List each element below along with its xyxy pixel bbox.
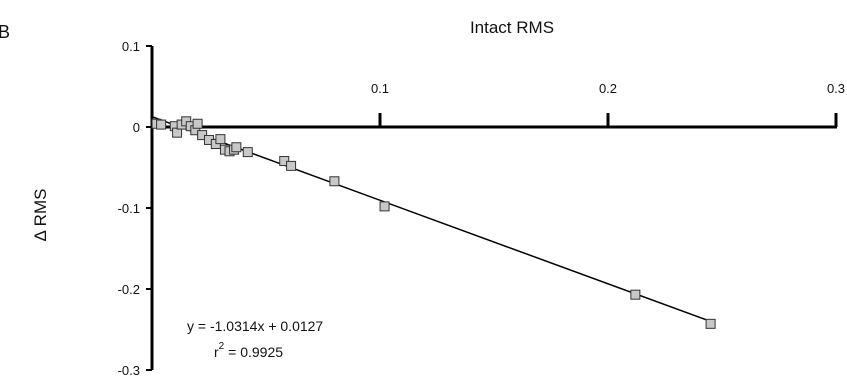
y-tick-label: -0.3 [118, 363, 140, 378]
data-point [705, 318, 716, 329]
equation-annotation: y = -1.0314x + 0.0127 [187, 318, 323, 334]
data-point [630, 289, 641, 300]
r-symbol: r [214, 344, 219, 360]
x-tick-label: 0.2 [599, 81, 617, 96]
data-point [231, 142, 242, 153]
data-point [329, 176, 340, 187]
r-squared-annotation: r2 = 0.9925 [214, 341, 283, 360]
axes: 0.1 0 -0.1 -0.2 -0.3 0.1 0.2 0.3 [118, 39, 845, 378]
r-squared-exponent: 2 [219, 341, 225, 352]
data-points [151, 116, 716, 329]
y-tick-label: -0.1 [118, 201, 140, 216]
x-tick-label: 0.1 [371, 81, 389, 96]
data-point [379, 201, 390, 212]
y-tick-label: 0 [133, 120, 140, 135]
y-tick-label: 0.1 [122, 39, 140, 54]
y-axis-label: Δ RMS [31, 189, 50, 242]
data-point [156, 119, 167, 130]
data-point [242, 147, 253, 158]
x-axis-label: Intact RMS [470, 18, 554, 37]
panel-label: B [0, 22, 10, 42]
data-point [215, 134, 226, 145]
y-tick-label: -0.2 [118, 282, 140, 297]
r-squared-value: = 0.9925 [224, 344, 283, 360]
data-point [286, 160, 297, 171]
data-point [192, 118, 203, 129]
x-tick-label: 0.3 [827, 81, 845, 96]
